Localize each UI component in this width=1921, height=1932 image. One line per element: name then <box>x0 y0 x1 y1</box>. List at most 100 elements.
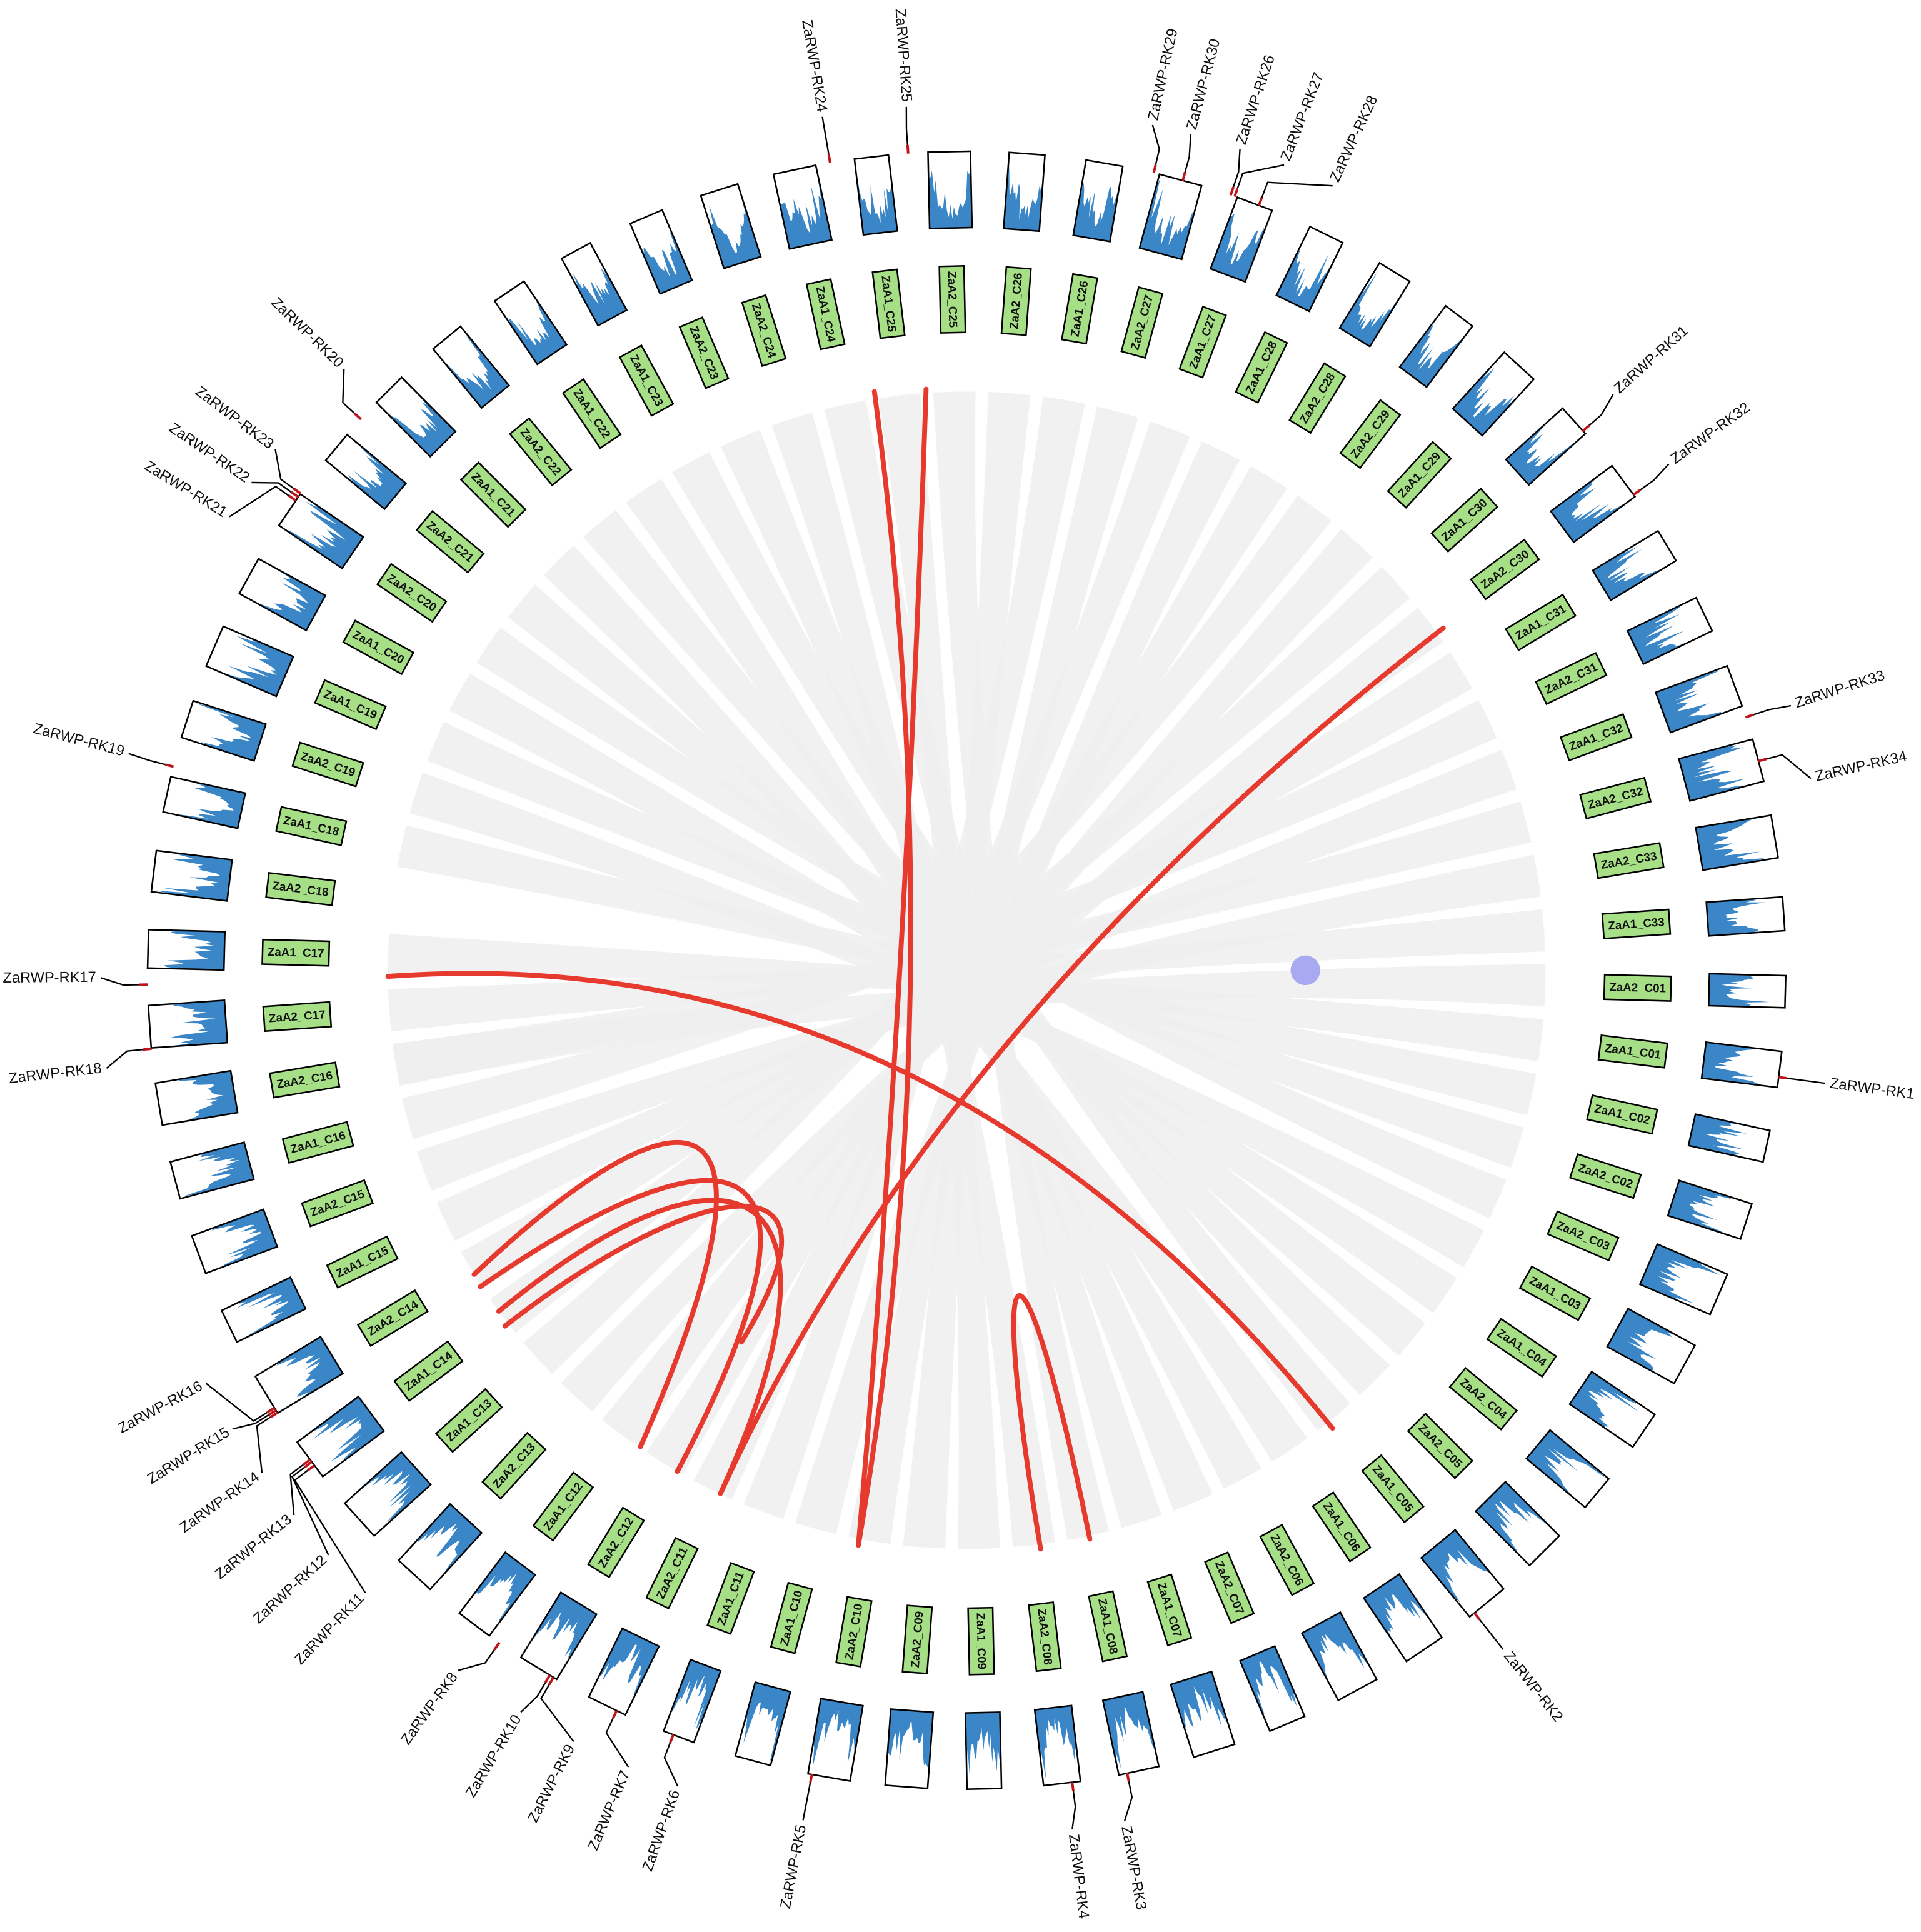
density-histogram <box>1421 1529 1492 1603</box>
tracks: ZaA2_C01ZaA1_C01ZaA1_C02ZaA2_C02ZaA2_C03… <box>146 150 1787 1791</box>
chromosome-box <box>1088 1590 1128 1663</box>
histogram-box <box>1474 1480 1561 1567</box>
chromosome-box <box>835 1596 873 1668</box>
ribbon <box>449 673 1457 1313</box>
histogram-box <box>343 1451 432 1538</box>
density-histogram <box>709 186 761 269</box>
chromosome: ZaA2_C02 <box>1569 1153 1753 1240</box>
leader-line <box>1151 124 1160 165</box>
density-histogram <box>887 1709 933 1769</box>
histogram-box <box>629 209 693 295</box>
histogram-box <box>1138 173 1203 261</box>
histogram-box <box>1420 1529 1505 1618</box>
density-histogram <box>347 447 406 509</box>
density-histogram <box>1695 817 1765 871</box>
ribbon <box>543 545 1308 1462</box>
density-histogram <box>1526 1430 1605 1496</box>
chromosome: ZaA1_C24 <box>772 164 846 351</box>
gene-label: ZaRWP-RK1 <box>1829 1076 1915 1103</box>
gene-tick <box>669 1734 675 1743</box>
chromosome: ZaA1_C28 <box>1235 225 1344 404</box>
histogram-box <box>1638 1243 1729 1316</box>
chromosome: ZaA2_C17 <box>147 999 333 1049</box>
leader-line <box>293 1469 366 1594</box>
density-histogram <box>1569 1371 1639 1429</box>
histogram-box <box>324 433 408 511</box>
density-histogram <box>1363 1574 1431 1646</box>
density-histogram <box>1240 1646 1299 1714</box>
gene-label: ZaRWP-RK10 <box>463 1712 524 1800</box>
gene-tick <box>293 488 302 495</box>
chromosome-box <box>1593 842 1665 879</box>
chromosome: ZaA1_C32 <box>1559 664 1743 762</box>
gene-tick <box>1632 488 1642 496</box>
leader-line <box>256 1416 271 1473</box>
gene-tick <box>269 1411 279 1419</box>
histogram-box <box>180 699 267 762</box>
gene-tick <box>266 1406 276 1414</box>
gene-label: ZaRWP-RK28 <box>1327 93 1382 184</box>
gene-label: ZaRWP-RK4 <box>1065 1833 1091 1919</box>
chromosome-box <box>805 278 846 351</box>
chromosome-box <box>901 1604 933 1674</box>
ribbon <box>409 773 1484 1268</box>
density-histogram <box>1339 271 1408 347</box>
link <box>718 625 1446 1496</box>
gene-tick <box>1181 171 1186 181</box>
chromosome-box <box>281 1121 354 1164</box>
link <box>856 386 929 1548</box>
histogram-box <box>1170 1670 1236 1759</box>
histogram-box <box>191 1208 279 1274</box>
density-histogram <box>1210 213 1264 282</box>
histogram-box <box>238 558 327 632</box>
histogram-box <box>560 241 628 327</box>
density-histogram <box>381 389 456 457</box>
density-histogram <box>1103 1691 1155 1773</box>
chromosome-box <box>275 806 348 846</box>
histogram-box <box>964 1711 1003 1791</box>
chromosome-box <box>1339 399 1402 469</box>
ribbon <box>388 909 1545 1032</box>
gene-tick <box>544 1674 551 1683</box>
gene-label: ZaRWP-RK17 <box>3 969 96 986</box>
leader-line <box>1236 164 1285 189</box>
chromosome-box <box>618 344 675 417</box>
density-histogram <box>1668 1180 1732 1235</box>
chromosome-box <box>1235 331 1288 404</box>
histogram-box <box>1239 1644 1306 1733</box>
density-histogram <box>309 1396 384 1463</box>
gene-label: ZaRWP-RK32 <box>1668 399 1753 467</box>
histogram-box <box>375 376 457 458</box>
histogram-box <box>1275 225 1344 313</box>
leader-line <box>905 106 908 145</box>
chromosome-box <box>342 619 415 676</box>
leader-line <box>1588 394 1614 426</box>
chromosome: ZaA2_C19 <box>180 699 364 788</box>
histogram-box <box>1072 159 1124 243</box>
gene-label: ZaRWP-RK33 <box>1793 668 1887 711</box>
chromosome-box <box>1505 593 1577 651</box>
chromosome-box <box>1470 538 1540 601</box>
chromosome-box <box>1535 651 1608 706</box>
chromosome: ZaA1_C26 <box>1061 159 1124 345</box>
chromosome-box <box>1387 441 1452 509</box>
gene-tick <box>809 1774 813 1783</box>
gene-tick <box>288 494 297 502</box>
chromosome: ZaA1_C07 <box>1146 1573 1236 1759</box>
link <box>502 1203 785 1345</box>
chromosome-box <box>1407 1412 1474 1479</box>
chromosome: ZaA2_C25 <box>927 150 973 334</box>
chromosome-box <box>678 316 730 389</box>
chromosome-box <box>376 563 448 623</box>
leader-line <box>1640 463 1670 491</box>
chromosome: ZaA1_C10 <box>734 1581 813 1767</box>
chromosome-box <box>301 1179 374 1228</box>
ribbon <box>427 721 1524 1168</box>
chromosome: ZaA1_C03 <box>1518 1265 1697 1385</box>
histogram-box <box>1209 196 1273 283</box>
chromosome: ZaA2_C08 <box>1028 1601 1081 1787</box>
density-histogram <box>1453 362 1520 436</box>
chromosome: ZaA1_C30 <box>1430 407 1587 553</box>
histogram-box <box>1695 814 1779 871</box>
